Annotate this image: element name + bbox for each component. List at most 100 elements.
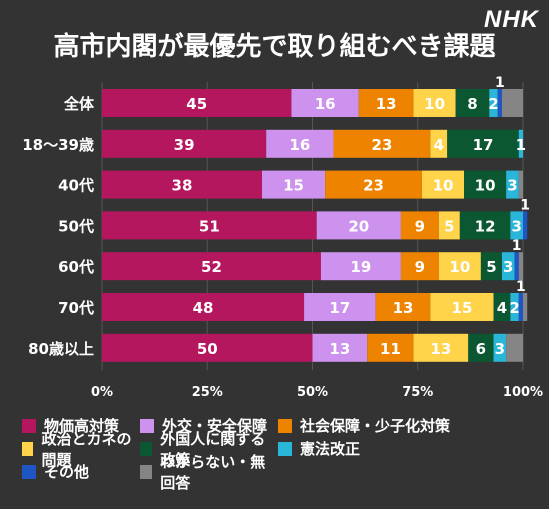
legend-label: 憲法改正 [300, 440, 361, 458]
data-label: 13 [376, 95, 397, 113]
data-label: 6 [476, 340, 486, 358]
data-label: 17 [473, 136, 494, 154]
bar-segment [102, 293, 305, 321]
category-label: 全体 [63, 95, 95, 113]
bar-segment [501, 252, 515, 281]
bar-segment [506, 333, 523, 362]
bar-segment [102, 252, 321, 281]
bar-segment [447, 129, 519, 158]
legend-label: その他 [44, 463, 90, 481]
data-label: 13 [393, 299, 414, 317]
legend-label: 政治とカネの問題 [41, 429, 132, 469]
bar-segment [316, 211, 401, 240]
data-label: 5 [486, 258, 496, 276]
bar-segment [438, 252, 481, 281]
bar-segment [400, 211, 439, 240]
legend-item: 社会保障・少子化対策 [278, 415, 508, 436]
x-tick-label: 25% [192, 385, 223, 400]
bar-segment [480, 252, 502, 281]
data-label: 1 [520, 197, 530, 213]
bar-segment [320, 252, 401, 281]
bar-segment [413, 333, 469, 362]
category-label: 60代 [58, 258, 94, 276]
bar-segment [468, 333, 494, 362]
bar-segment [312, 333, 368, 362]
bar-segment [518, 129, 523, 158]
bar-segment [510, 211, 523, 240]
x-tick-label: 100% [503, 385, 543, 400]
data-label: 16 [289, 136, 310, 154]
legend-label: 社会保障・少子化対策 [300, 417, 451, 435]
data-label: 9 [415, 258, 425, 276]
data-label: 1 [512, 238, 522, 254]
data-label: 45 [186, 95, 207, 113]
legend-swatch [22, 441, 34, 456]
category-label: 80歳以上 [28, 340, 94, 358]
legend-item: 外国人に関する政策 [140, 428, 278, 470]
data-label: 16 [315, 95, 336, 113]
data-label: 1 [495, 75, 505, 91]
data-label: 15 [452, 299, 473, 317]
bar-segment [518, 170, 523, 199]
data-label: 11 [380, 340, 401, 358]
legend-swatch [22, 418, 36, 433]
data-label: 1 [516, 279, 526, 295]
data-label: 4 [434, 136, 444, 154]
legend-row: 政治とカネの問題 外国人に関する政策 憲法改正 [22, 430, 542, 469]
bar-segment [497, 89, 502, 117]
legend-swatch [278, 441, 292, 456]
legend-item: 外交・安全保障 [140, 415, 278, 436]
bar-segment [493, 293, 511, 321]
data-label: 10 [449, 258, 470, 276]
data-label: 13 [430, 340, 451, 358]
category-label: 18～39歳 [22, 136, 94, 154]
bar-segment [102, 170, 262, 199]
x-tick-label: 0% [91, 385, 113, 400]
data-label: 10 [433, 177, 454, 195]
bar-segment [261, 170, 326, 199]
data-label: 4 [497, 299, 507, 317]
data-label: 15 [283, 177, 304, 195]
data-label: 5 [444, 217, 454, 235]
legend-item: 憲法改正 [278, 438, 508, 459]
bar-segment [489, 89, 498, 117]
x-tick-label: 75% [402, 385, 433, 400]
bar-segment [291, 89, 359, 117]
data-label: 38 [172, 177, 193, 195]
bar-segment [518, 252, 523, 281]
legend-label: わからない・無回答 [160, 452, 266, 492]
bar-segment [102, 129, 267, 158]
legend-item: わからない・無回答 [140, 451, 278, 493]
chart-legend: 物価高対策 外交・安全保障 社会保障・少子化対策 政治とカネの問題 外国人に関する政策 憲… [22, 414, 542, 492]
data-label: 3 [495, 340, 505, 358]
bar-segment [493, 333, 507, 362]
data-label: 52 [201, 258, 222, 276]
legend-swatch [140, 441, 153, 456]
legend-swatch [278, 418, 292, 433]
category-label: 40代 [58, 177, 94, 195]
nhk-logo: NHK [484, 6, 539, 33]
data-label: 3 [507, 177, 517, 195]
legend-row: その他 わからない・無回答 [22, 453, 542, 492]
data-label: 20 [348, 217, 369, 235]
data-label: 39 [174, 136, 195, 154]
data-label: 17 [329, 299, 350, 317]
bar-segment [102, 89, 292, 117]
x-tick-label: 50% [297, 385, 328, 400]
legend-swatch [140, 464, 153, 479]
bar-segment [430, 129, 448, 158]
bar-segment [501, 89, 523, 117]
category-label: 50代 [58, 217, 94, 235]
data-label: 10 [424, 95, 445, 113]
data-label: 19 [350, 258, 371, 276]
data-label: 3 [503, 258, 513, 276]
bar-segment [464, 170, 507, 199]
bar-segment [358, 89, 414, 117]
legend-swatch [140, 418, 154, 433]
data-label: 51 [199, 217, 220, 235]
bar-segment [325, 170, 422, 199]
data-label: 2 [488, 95, 498, 113]
chart-title: 高市内閣が最優先で取り組むべき課題 [53, 32, 496, 62]
data-label: 1 [516, 136, 526, 154]
